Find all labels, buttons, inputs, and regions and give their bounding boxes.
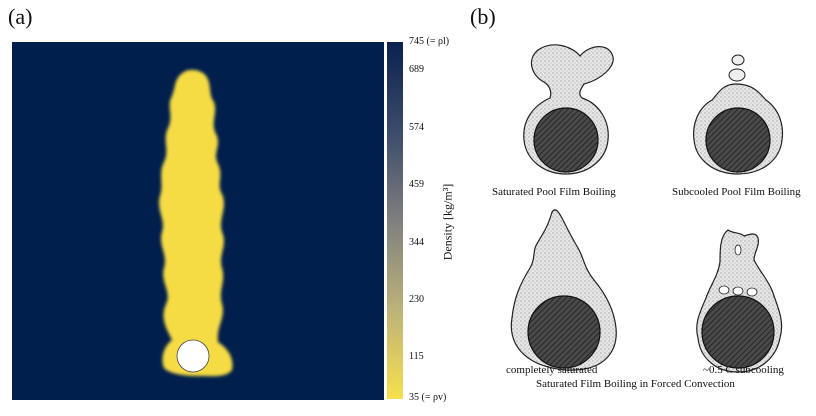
caption-forced-convection: Saturated Film Boiling in Forced Convect… <box>536 378 735 390</box>
heated-cylinder <box>705 107 771 173</box>
heated-cylinder <box>176 339 210 373</box>
panel-a-label: (a) <box>8 4 33 29</box>
colorbar-tick-459: 459 <box>409 179 424 190</box>
vapor-plume <box>159 69 233 377</box>
panel-b-label: (b) <box>470 4 496 29</box>
colorbar-tick-35: 35 (= ρv) <box>409 392 447 403</box>
vapor-bubble <box>734 244 742 256</box>
sketch-forced-saturated <box>510 209 617 371</box>
colorbar-tick-115: 115 <box>409 351 424 362</box>
colorbar-tick-689: 689 <box>409 64 424 75</box>
vapor-bubble <box>731 54 745 66</box>
caption-saturated-pool: Saturated Pool Film Boiling <box>492 186 616 198</box>
colorbar-tick-344: 344 <box>409 237 424 248</box>
density-colorbar <box>387 42 403 399</box>
sketch-subcooled-pool <box>693 54 784 175</box>
vapor-bubble <box>718 285 730 295</box>
caption-subcooled-pool: Subcooled Pool Film Boiling <box>672 186 801 198</box>
density-field <box>12 42 384 400</box>
heated-cylinder <box>533 107 599 173</box>
sketch-saturated-pool <box>523 44 614 175</box>
colorbar-tick-745: 745 (= ρl) <box>409 36 450 47</box>
vapor-bubble <box>732 286 744 296</box>
colorbar-title: Density [kg/m³] <box>440 183 455 261</box>
colorbar-tick-574: 574 <box>409 122 424 133</box>
heated-cylinder <box>701 295 775 369</box>
caption-subcooling: ~0.5 C subcooling <box>703 364 784 376</box>
heated-cylinder <box>527 295 601 369</box>
caption-completely-saturated: completely saturated <box>506 364 598 376</box>
vapor-bubble <box>728 68 746 82</box>
colorbar-tick-230: 230 <box>409 294 424 305</box>
film-boiling-sketches <box>510 44 784 373</box>
vapor-bubble <box>746 287 758 297</box>
sketch-forced-subcooled <box>696 229 783 373</box>
